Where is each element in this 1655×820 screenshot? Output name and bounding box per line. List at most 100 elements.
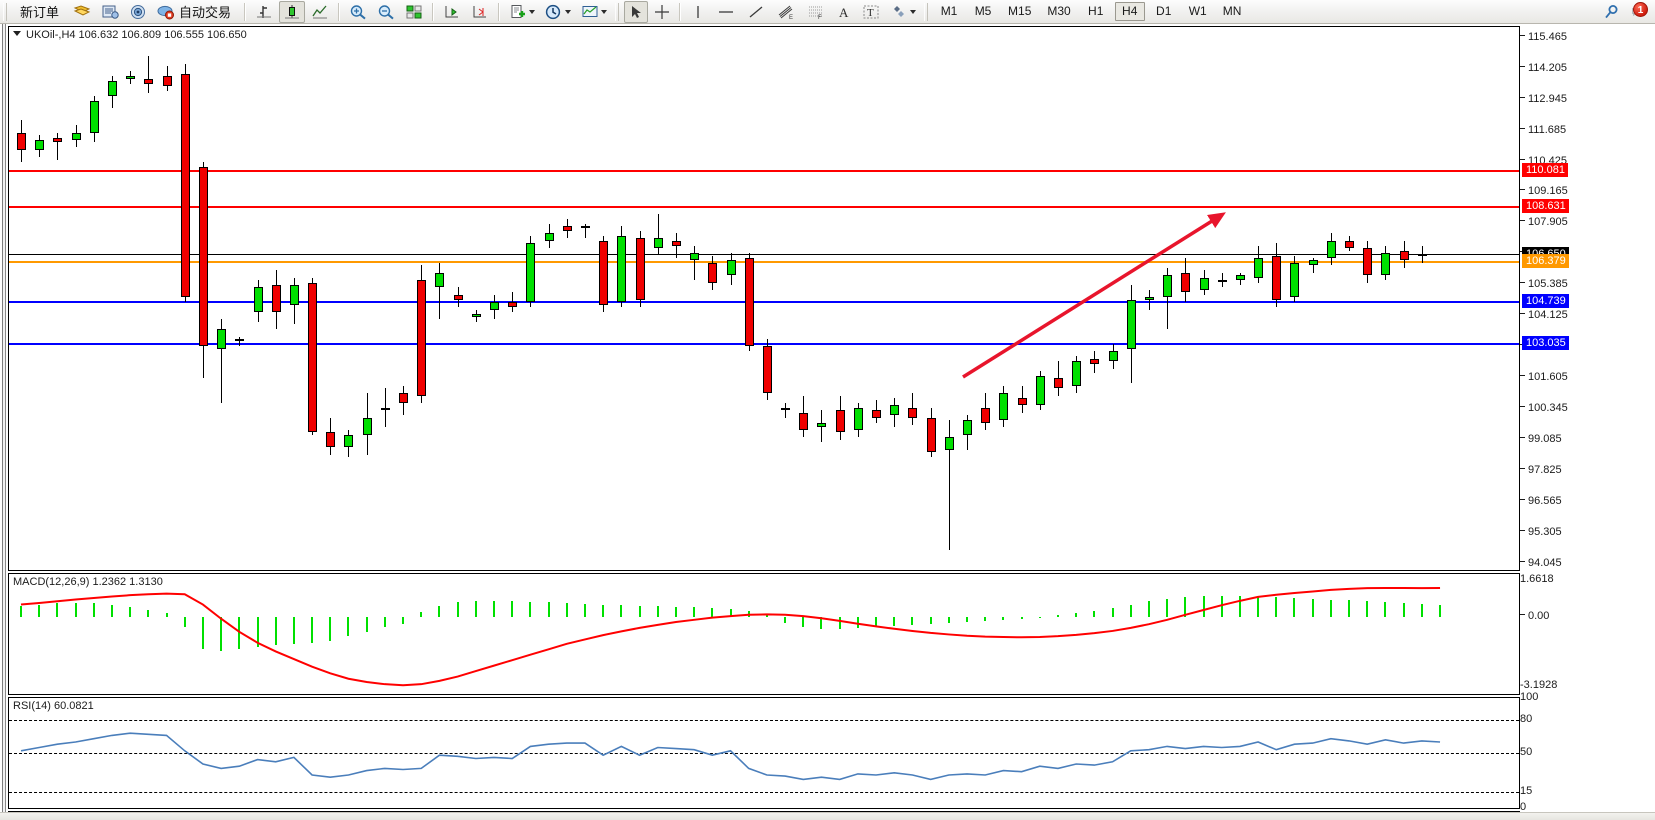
zoom-in-icon[interactable] <box>345 1 371 23</box>
search-icon[interactable] <box>1599 1 1625 23</box>
rsi-tick: 0 <box>1520 801 1527 813</box>
macd-signal-line <box>20 586 1441 687</box>
collapse-triangle-icon[interactable] <box>13 31 21 36</box>
macd-histogram-bar <box>511 601 514 617</box>
timeframe-h1[interactable]: H1 <box>1088 4 1104 18</box>
support-level-1: 104.739 <box>1522 294 1569 309</box>
timeframe-d1[interactable]: D1 <box>1156 4 1172 18</box>
timeframe-m5[interactable]: M5 <box>974 4 992 18</box>
candle <box>671 27 681 570</box>
macd-histogram-bar <box>1329 599 1332 617</box>
macd-histogram-bar <box>820 616 823 629</box>
timeframe-m15[interactable]: M15 <box>1008 4 1032 18</box>
resistance-line-108[interactable] <box>9 205 1519 208</box>
support-line-103[interactable] <box>9 343 1519 346</box>
resistance-line-110[interactable] <box>9 169 1519 172</box>
candle <box>726 27 736 570</box>
trendline-icon[interactable] <box>742 1 770 23</box>
equidistant-channel-icon[interactable]: E <box>772 1 800 23</box>
candle-body <box>162 76 172 86</box>
timeframe-m1[interactable]: M1 <box>940 4 958 18</box>
macd-scale[interactable]: 1.6618 0.00 -3.1928 <box>1520 573 1655 695</box>
window-left-rail <box>0 24 8 820</box>
rsi-scale[interactable]: 100 80 50 15 0 <box>1520 691 1655 813</box>
macd-histogram-bar <box>620 605 623 617</box>
candle-body <box>1235 275 1245 281</box>
periods-icon[interactable] <box>541 1 575 23</box>
candle <box>908 27 918 570</box>
templates-icon[interactable] <box>577 1 611 23</box>
text-icon[interactable]: A <box>832 1 856 23</box>
macd-label: MACD(12,26,9) 1.2362 1.3130 <box>13 576 163 588</box>
macd-histogram-bar <box>1384 602 1387 617</box>
candle-body <box>671 240 681 246</box>
candle <box>1126 27 1136 570</box>
terminal-icon[interactable] <box>97 1 123 23</box>
chevron-down-icon[interactable] <box>601 9 608 14</box>
zoom-out-icon[interactable] <box>373 1 399 23</box>
objects-icon[interactable] <box>886 1 920 23</box>
toolbar-grip[interactable] <box>615 2 621 21</box>
autotrading-button[interactable]: 自动交易 <box>153 1 239 23</box>
candle <box>872 27 882 570</box>
new-order-button[interactable]: 新订单 <box>12 1 67 23</box>
vertical-line-icon[interactable] <box>686 1 710 23</box>
candle-body <box>417 280 427 396</box>
candle-body <box>562 226 572 231</box>
timeframe-w1[interactable]: W1 <box>1188 4 1207 18</box>
chevron-down-icon[interactable] <box>529 9 536 14</box>
candle <box>508 27 518 570</box>
price-scale[interactable]: 115.465 114.205 112.945 111.685 110.425 109.1… <box>1520 26 1655 571</box>
candle-body <box>1199 277 1209 290</box>
macd-tick: 0.00 <box>1520 610 1549 622</box>
fibonacci-icon[interactable]: F <box>802 1 830 23</box>
timeframe-mn[interactable]: MN <box>1222 4 1242 18</box>
candle <box>1308 27 1318 570</box>
candle <box>362 27 372 570</box>
candle-body <box>999 393 1009 421</box>
candle <box>308 27 318 570</box>
indicators-icon[interactable] <box>505 1 539 23</box>
horizontal-line-icon[interactable] <box>712 1 740 23</box>
candle-body <box>599 240 609 305</box>
uptrend-arrow[interactable] <box>962 212 1226 379</box>
rsi-indicator-pane[interactable]: RSI(14) 60.0821 <box>8 697 1520 809</box>
toolbar-grip[interactable] <box>3 2 8 21</box>
candle <box>471 27 481 570</box>
price-chart-pane[interactable]: UKOil-,H4 106.632 106.809 106.555 106.65… <box>8 26 1520 571</box>
candle <box>1345 27 1355 570</box>
support-line-104[interactable] <box>9 301 1519 304</box>
candle <box>380 27 390 570</box>
toolbar-grip[interactable] <box>924 2 930 21</box>
macd-histogram-bar <box>583 603 586 617</box>
candle <box>289 27 299 570</box>
auto-scroll-icon[interactable] <box>467 1 493 23</box>
timeframe-h4[interactable]: H4 <box>1114 2 1145 21</box>
folder-icon[interactable] <box>69 1 95 23</box>
price-tick: 111.685 <box>1520 124 1566 136</box>
notification-icon[interactable]: 1 <box>1627 1 1648 21</box>
candle <box>617 27 627 570</box>
macd-histogram-bar <box>402 616 405 625</box>
chart-shift-icon[interactable] <box>439 1 465 23</box>
timeframe-m30[interactable]: M30 <box>1047 4 1071 18</box>
bid-price-line[interactable] <box>9 260 1519 263</box>
tile-windows-icon[interactable] <box>401 1 427 23</box>
candle-body <box>362 417 372 435</box>
current-price-line[interactable] <box>9 254 1519 256</box>
macd-indicator-pane[interactable]: MACD(12,26,9) 1.2362 1.3130 <box>8 573 1520 695</box>
chevron-down-icon[interactable] <box>565 9 572 14</box>
bar-chart-icon[interactable] <box>251 1 277 23</box>
signal-icon[interactable] <box>125 1 151 23</box>
candlestick-chart-icon[interactable] <box>279 0 306 23</box>
line-chart-icon[interactable] <box>307 1 333 23</box>
candle <box>544 27 554 570</box>
macd-histogram-bar <box>711 607 714 617</box>
chevron-down-icon[interactable] <box>910 9 917 14</box>
candle-body <box>180 73 190 298</box>
candle <box>1363 27 1373 570</box>
toolbar-separator <box>432 2 435 21</box>
text-label-icon[interactable]: T <box>858 1 884 23</box>
cursor-icon[interactable] <box>624 0 649 23</box>
crosshair-icon[interactable] <box>650 1 674 23</box>
